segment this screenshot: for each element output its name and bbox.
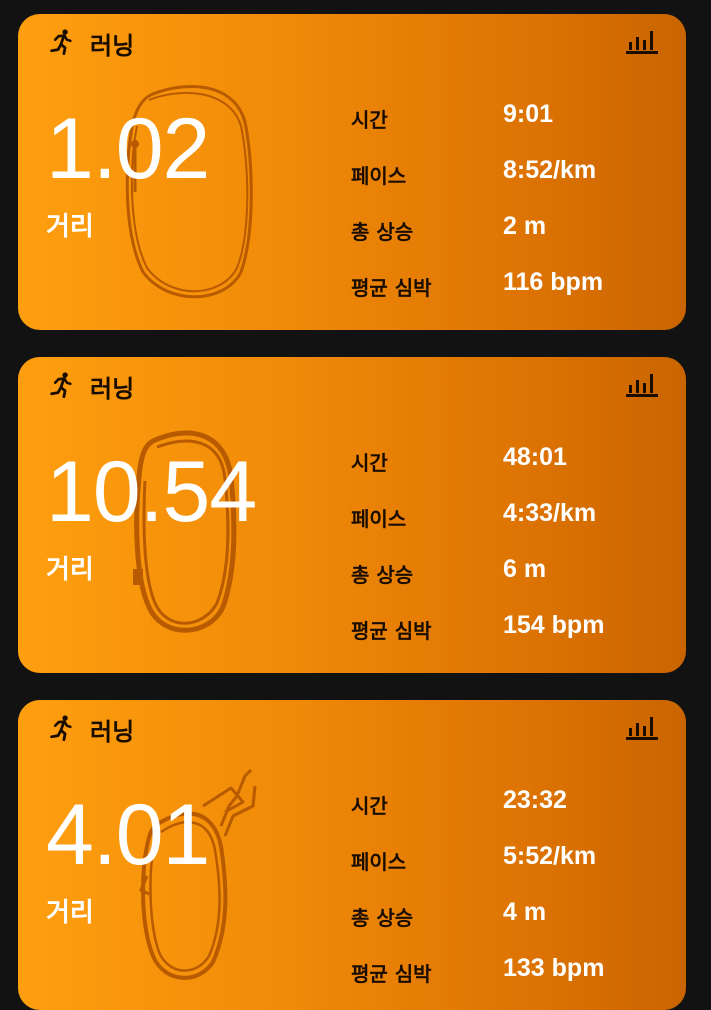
elevation-gain-value: 4 m [503,898,547,926]
activity-type-label: 러닝 [90,375,135,403]
avg-heart-rate-label: 평균 심박 [351,962,432,986]
avg-heart-rate-label: 평균 심박 [351,619,432,643]
card-header: 러닝 [18,14,686,70]
elevation-gain-label: 총 상승 [351,563,414,587]
activity-type-label: 러닝 [90,718,135,746]
avg-heart-rate-value: 133 bpm [503,954,605,982]
distance-value: 1.02 [46,101,210,197]
time-value: 23:32 [503,786,567,814]
activity-card[interactable]: 러닝 1.02 거리 시간 9:01 페이스 8:52/km 총 상승 2 m … [18,14,686,330]
pace-label: 페이스 [351,507,407,531]
distance-value: 4.01 [46,787,210,883]
pace-value: 5:52/km [503,842,597,870]
distance-value: 10.54 [46,444,257,540]
avg-heart-rate-value: 116 bpm [503,268,604,296]
activity-card[interactable]: 러닝 10.54 거리 시간 48:01 페이스 4:33/km 총 상승 6 … [18,357,686,673]
pace-value: 4:33/km [503,499,597,527]
bar-chart-icon[interactable] [626,371,658,397]
bar-chart-icon[interactable] [626,714,658,740]
distance-label: 거리 [46,212,94,242]
avg-heart-rate-value: 154 bpm [503,611,605,639]
activity-card[interactable]: 러닝 4.01 거리 시간 23:32 페이스 5:52/km 총 상승 4 m… [18,700,686,1010]
distance-label: 거리 [46,555,94,585]
time-label: 시간 [351,108,388,132]
card-header: 러닝 [18,700,686,756]
card-header: 러닝 [18,357,686,413]
time-value: 9:01 [503,100,554,128]
distance-label: 거리 [46,898,94,928]
pace-value: 8:52/km [503,156,597,184]
elevation-gain-value: 6 m [503,555,547,583]
time-label: 시간 [351,794,388,818]
elevation-gain-label: 총 상승 [351,906,414,930]
running-person-icon [50,372,72,399]
avg-heart-rate-label: 평균 심박 [351,276,432,300]
elevation-gain-value: 2 m [503,212,547,240]
bar-chart-icon[interactable] [626,28,658,54]
running-person-icon [50,715,72,742]
pace-label: 페이스 [351,850,407,874]
time-label: 시간 [351,451,388,475]
activity-type-label: 러닝 [90,32,135,60]
elevation-gain-label: 총 상승 [351,220,414,244]
running-person-icon [50,29,72,56]
time-value: 48:01 [503,443,567,471]
pace-label: 페이스 [351,164,407,188]
